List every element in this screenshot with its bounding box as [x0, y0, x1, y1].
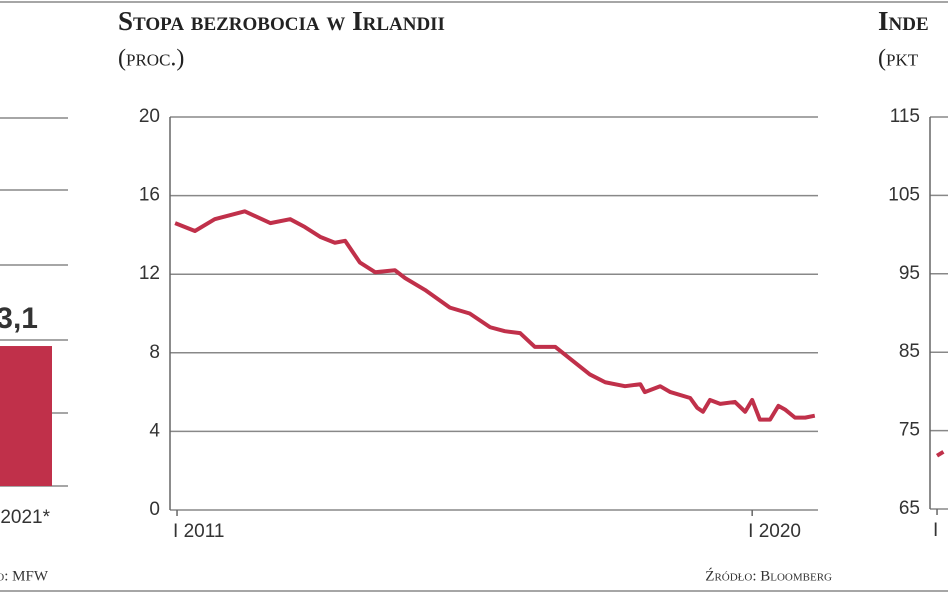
y-tick-label: 105 — [888, 184, 920, 205]
source: Źródło: MFW — [0, 567, 49, 584]
y-tick-label: 4 — [149, 420, 160, 441]
x-tick-label: I 2020 — [748, 521, 801, 542]
data-line — [935, 450, 945, 458]
y-tick-label: 75 — [899, 420, 920, 441]
chart-title: Inde — [878, 6, 929, 36]
chart-subtitle: (pkt — [878, 46, 919, 72]
x-tick-label: 2021* — [0, 507, 50, 528]
y-tick-label: 16 — [139, 185, 160, 206]
x-tick-label: I — [933, 520, 938, 541]
y-tick-label: 0 — [149, 499, 160, 520]
y-tick-label: 85 — [899, 341, 920, 362]
y-tick-label: 95 — [899, 263, 920, 284]
x-tick-label: I 2011 — [173, 521, 224, 542]
bar — [0, 346, 52, 486]
y-tick-label: 20 — [139, 106, 160, 127]
value-label: 3,1 — [0, 302, 38, 335]
chart-title: Stopa bezrobocia w Irlandii — [118, 6, 445, 36]
chart-subtitle: (proc.) — [118, 46, 184, 72]
y-tick-label: 115 — [890, 106, 920, 127]
y-tick-label: 65 — [899, 498, 920, 519]
data-line — [174, 209, 816, 422]
source: Źródło: Bloomberg — [705, 567, 832, 584]
y-tick-label: 12 — [139, 263, 160, 284]
y-tick-label: 8 — [149, 342, 160, 363]
